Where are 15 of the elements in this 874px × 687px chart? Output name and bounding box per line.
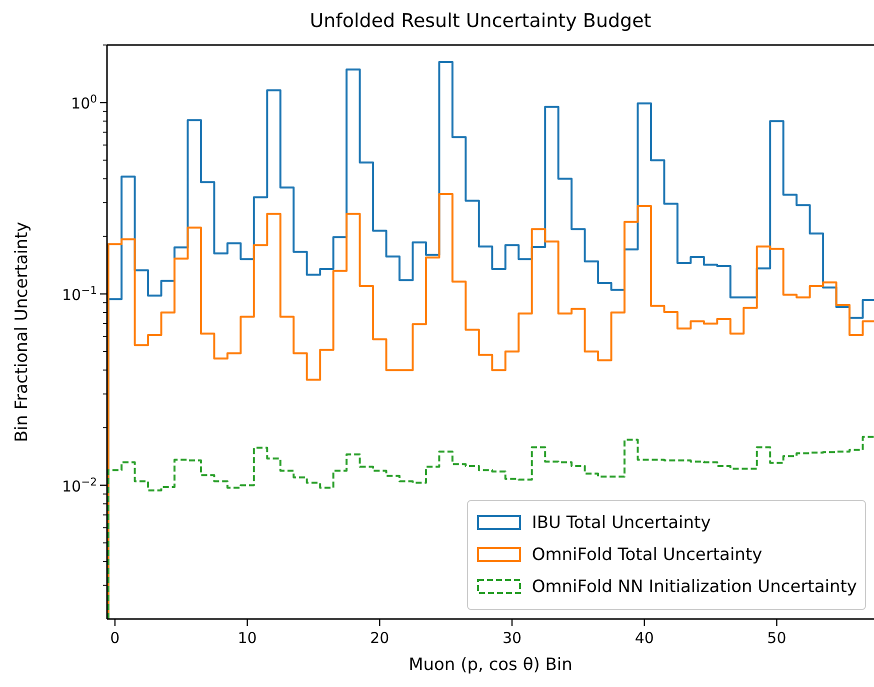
x-axis-title: Muon (p, cos θ) Bin: [408, 655, 574, 675]
x-tick-label: 20: [370, 629, 390, 647]
x-tick-label: 30: [502, 629, 522, 647]
y-tick-label: 10$^{−2}$: [62, 474, 97, 496]
chart-title: Unfolded Result Uncertainty Budget: [308, 10, 652, 32]
series-label: OmniFold Total Uncertainty: [532, 545, 762, 565]
series-label: IBU Total Uncertainty: [532, 513, 711, 533]
x-tick-label: 0: [110, 629, 120, 647]
y-tick-label: 10$^{−1}$: [62, 283, 97, 304]
y-tick-label: 10$^{0}$: [71, 92, 98, 113]
x-tick-label: 10: [238, 629, 257, 647]
series-label: OmniFold NN Initialization Uncertainty: [532, 577, 857, 597]
x-tick-label: 50: [767, 629, 786, 647]
y-axis-title: Bin Fractional Uncertainty: [12, 222, 32, 442]
x-tick-label: 40: [634, 629, 654, 647]
